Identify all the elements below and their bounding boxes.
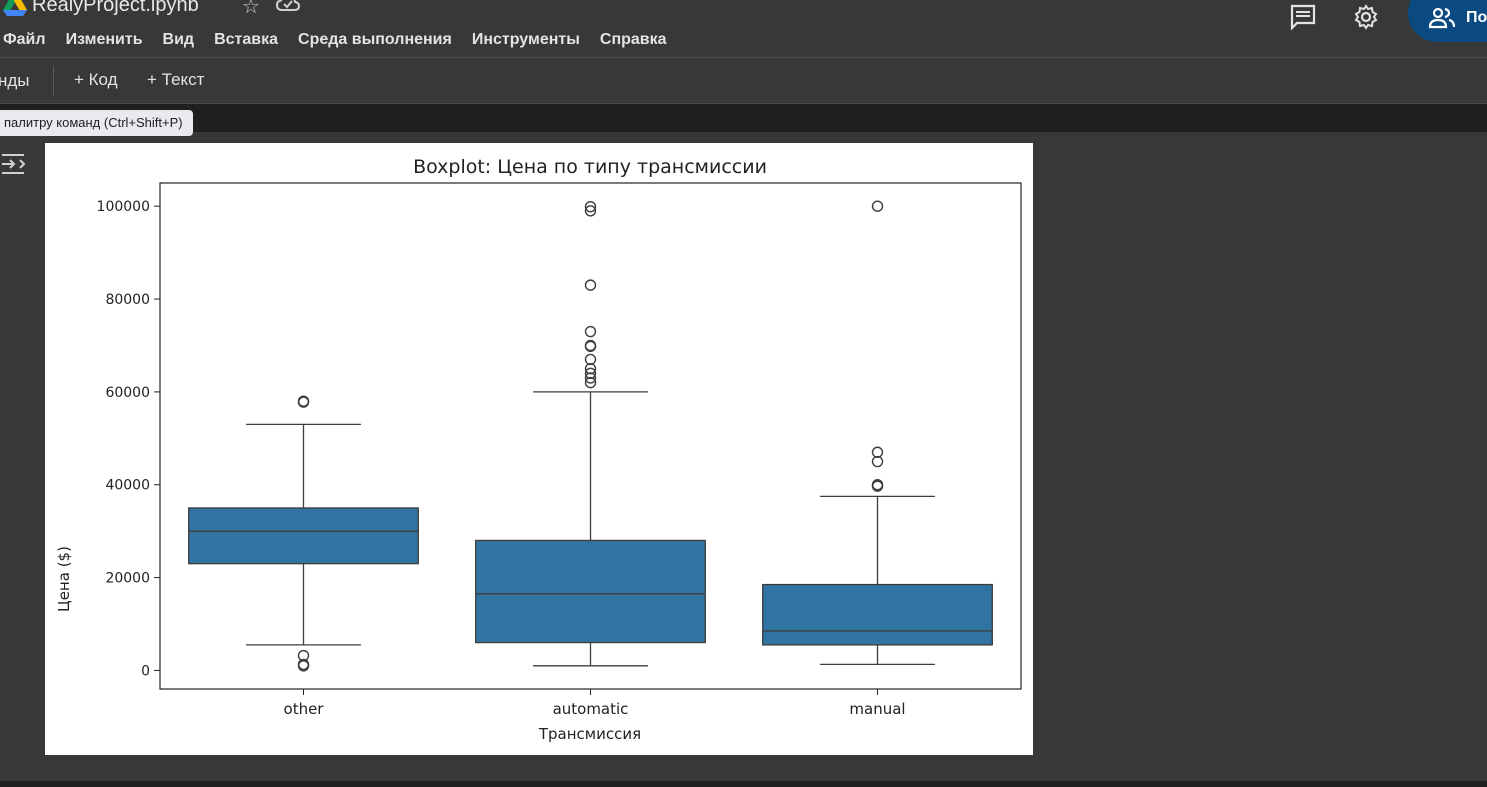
outlier-point bbox=[584, 372, 597, 384]
x-tick-label: automatic bbox=[553, 700, 629, 718]
menu-edit[interactable]: Изменить bbox=[65, 31, 143, 48]
outlier-point bbox=[584, 376, 597, 389]
x-axis-label: Трансмиссия bbox=[538, 725, 641, 743]
menu-file[interactable]: Файл bbox=[3, 31, 46, 48]
outlier-point bbox=[584, 325, 597, 338]
add-code-button[interactable]: + Код bbox=[74, 70, 118, 89]
outlier-point bbox=[584, 340, 597, 353]
google-drive-icon bbox=[3, 0, 27, 21]
y-tick-label: 100000 bbox=[97, 199, 150, 215]
x-tick-label: other bbox=[284, 700, 325, 718]
menu-bar: Файл Изменить Вид Вставка Среда выполнен… bbox=[0, 29, 677, 53]
outlier-point bbox=[584, 353, 597, 366]
notebook-toolbar: нды + Код + Текст bbox=[0, 58, 1487, 103]
toolbar-separator bbox=[53, 66, 54, 96]
plot-frame bbox=[159, 182, 1022, 690]
outlier-point bbox=[584, 367, 597, 380]
add-text-button[interactable]: + Текст bbox=[147, 70, 205, 89]
outlier-point bbox=[297, 395, 310, 407]
outlier-point bbox=[584, 362, 597, 375]
output-expand-icon[interactable] bbox=[0, 152, 28, 181]
outlier-point bbox=[584, 200, 597, 213]
cloud-sync-icon[interactable] bbox=[275, 0, 301, 19]
share-button[interactable] bbox=[1408, 0, 1487, 42]
menu-help[interactable]: Справка bbox=[599, 31, 667, 48]
box-automatic bbox=[475, 539, 706, 644]
y-tick-label: 20000 bbox=[105, 571, 150, 587]
gear-icon[interactable] bbox=[1353, 4, 1379, 35]
outlier-point bbox=[871, 480, 884, 492]
y-tick-label: 60000 bbox=[105, 385, 150, 401]
box-manual bbox=[762, 583, 993, 646]
comment-icon[interactable] bbox=[1290, 4, 1316, 35]
cell-output-chart: Boxplot: Цена по типу трансмиссии Цена (… bbox=[45, 143, 1033, 755]
star-icon[interactable]: ☆ bbox=[242, 0, 260, 18]
box-other bbox=[188, 507, 419, 565]
y-tick-label: 80000 bbox=[105, 292, 150, 308]
cell-header-band bbox=[0, 104, 1487, 132]
people-icon bbox=[1428, 7, 1456, 34]
y-axis-label: Цена ($) bbox=[55, 546, 73, 612]
x-tick-label: manual bbox=[849, 700, 905, 718]
outlier-point bbox=[871, 455, 884, 468]
boxplot-chart: Boxplot: Цена по типу трансмиссии Цена (… bbox=[55, 156, 1022, 743]
y-tick-label: 40000 bbox=[105, 478, 150, 494]
notebook-title[interactable]: RealyProject.ipynb bbox=[32, 0, 199, 16]
menu-tools[interactable]: Инструменты bbox=[471, 31, 580, 48]
chart-title: Boxplot: Цена по типу трансмиссии bbox=[413, 156, 767, 178]
command-palette-tooltip: палитру команд (Ctrl+Shift+P) bbox=[0, 110, 193, 136]
divider bbox=[0, 57, 1487, 58]
divider bbox=[0, 103, 1487, 104]
outlier-point bbox=[871, 446, 884, 458]
menu-view[interactable]: Вид bbox=[162, 31, 195, 48]
outlier-point bbox=[584, 205, 597, 217]
outlier-point bbox=[871, 200, 884, 212]
title-bar: RealyProject.ipynb ☆ bbox=[0, 0, 1487, 24]
bottom-band bbox=[0, 781, 1487, 787]
outlier-point bbox=[297, 660, 310, 672]
menu-runtime[interactable]: Среда выполнения bbox=[298, 31, 452, 48]
commands-button[interactable]: нды bbox=[0, 71, 30, 90]
share-label[interactable]: По bbox=[1466, 9, 1487, 26]
outlier-point bbox=[584, 279, 597, 291]
y-tick-label: 0 bbox=[141, 663, 150, 679]
menu-insert[interactable]: Вставка bbox=[214, 31, 279, 48]
